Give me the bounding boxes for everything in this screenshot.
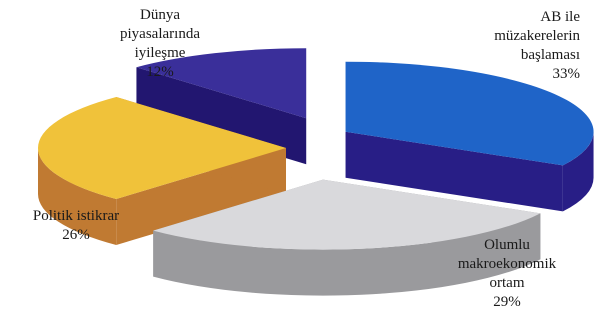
slice-dunya (136, 48, 307, 165)
label-macro-line-1: Olumlu (484, 237, 530, 253)
label-dunya-value: 12% (146, 64, 174, 80)
label-dunya-line-1: Dünya (140, 7, 180, 23)
slice-dunya-top (136, 48, 307, 119)
slice-politik-side (38, 148, 117, 246)
label-macro-line-2: makroekonomik (457, 256, 557, 272)
slice-ab (345, 61, 594, 212)
label-ab-line-3: başlaması (520, 47, 580, 63)
label-politik-value: 26% (62, 227, 90, 243)
label-ab: AB ile müzakerelerin başlaması 33% (470, 8, 580, 84)
label-ab-value: 33% (552, 66, 581, 82)
slice-dunya-wall-0 (136, 67, 307, 165)
slice-ab-top (345, 61, 594, 166)
slice-politik-top (38, 96, 286, 200)
slice-ab-wall-1 (345, 131, 563, 212)
slice-politik (38, 96, 286, 246)
label-politik-line-1: Politik istikrar (32, 208, 120, 224)
label-ab-line-2: müzakerelerin (494, 28, 580, 44)
slice-ab-side (562, 131, 594, 212)
label-macro-value: 29% (493, 294, 521, 310)
label-macro-line-3: ortam (489, 275, 525, 291)
slice-macro (153, 179, 541, 296)
label-macro: Olumlu makroekonomik ortam 29% (437, 236, 577, 312)
label-politik: Politik istikrar 26% (6, 207, 146, 245)
label-dunya-line-2: piyasalarında (120, 26, 200, 42)
label-dunya: Dünya piyasalarında iyileşme 12% (90, 6, 230, 82)
label-dunya-line-3: iyileşme (134, 45, 186, 61)
label-ab-line-1: AB ile (540, 9, 580, 25)
slice-macro-top (153, 179, 541, 250)
slice-macro-side (153, 213, 541, 296)
